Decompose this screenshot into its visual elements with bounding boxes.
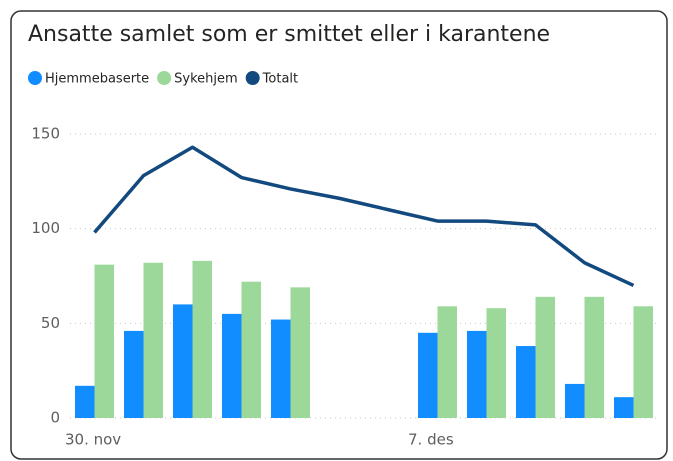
bar [241, 281, 261, 418]
bar [271, 319, 291, 418]
bar [516, 346, 536, 418]
x-tick-label: 30. nov [65, 431, 121, 449]
legend-label: Totalt [262, 72, 298, 87]
bar [94, 264, 114, 418]
y-tick-label: 50 [41, 314, 60, 332]
legend-swatch [28, 71, 42, 85]
y-tick-label: 0 [50, 409, 60, 427]
legend-swatch [157, 71, 172, 85]
y-tick-label: 150 [31, 125, 60, 143]
bar [124, 330, 144, 418]
bar [143, 262, 163, 418]
bar [418, 332, 438, 418]
legend-swatch [245, 71, 260, 85]
bar [584, 296, 604, 418]
bar [75, 385, 95, 418]
chart-title: Ansatte samlet som er smittet eller i ka… [28, 22, 550, 47]
y-tick-label: 100 [31, 219, 60, 237]
bar [192, 260, 212, 418]
bar [565, 383, 585, 418]
bar [437, 306, 457, 418]
bar [173, 304, 193, 418]
bar [467, 330, 487, 418]
bar [486, 308, 506, 418]
bar [222, 313, 242, 418]
bar [290, 287, 310, 418]
bar [614, 397, 634, 418]
x-tick-label: 7. des [408, 431, 454, 449]
legend-label: Hjemmebaserte [45, 72, 149, 87]
line [93, 145, 635, 288]
legend-label: Sykehjem [174, 72, 238, 87]
bar [633, 306, 653, 418]
bar [535, 296, 555, 418]
